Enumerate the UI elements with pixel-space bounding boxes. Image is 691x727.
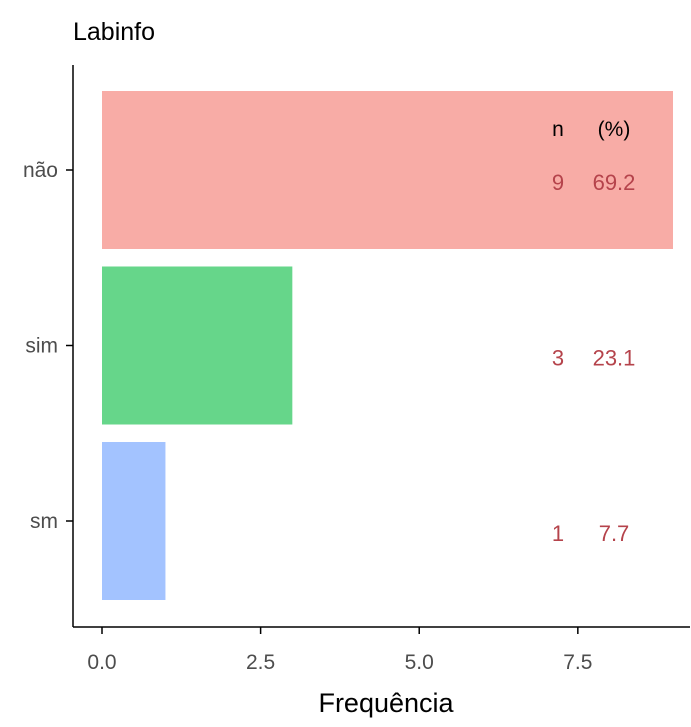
annotations: n (%) 9 69.2 3 23.1 1 7.7 <box>552 118 636 546</box>
bar-sim <box>102 266 293 425</box>
bar-sm <box>102 442 166 600</box>
y-tick-label-sim: sim <box>25 335 58 358</box>
annotation-pct-sim: 23.1 <box>593 346 636 371</box>
y-tick-label-sm: sm <box>30 510 58 533</box>
x-axis-title: Frequência <box>318 688 454 718</box>
annotation-n-nao: 9 <box>552 170 564 195</box>
annotation-header-pct: (%) <box>598 118 631 141</box>
annotation-header-n: n <box>552 118 564 141</box>
chart-title: Labinfo <box>73 18 155 46</box>
annotation-pct-sm: 7.7 <box>599 521 630 546</box>
x-tick-label-2: 5.0 <box>405 651 434 674</box>
bars <box>102 91 673 600</box>
x-axis: 0.0 2.5 5.0 7.5 <box>87 627 592 674</box>
x-tick-label-1: 2.5 <box>246 651 275 674</box>
annotation-n-sim: 3 <box>552 346 564 371</box>
x-tick-label-3: 7.5 <box>563 651 592 674</box>
y-tick-label-nao: não <box>23 159 58 182</box>
y-axis: não sim sm <box>23 159 73 533</box>
annotation-pct-nao: 69.2 <box>593 170 636 195</box>
x-tick-label-0: 0.0 <box>87 651 116 674</box>
annotation-n-sm: 1 <box>552 521 564 546</box>
bar-nao <box>102 91 673 249</box>
